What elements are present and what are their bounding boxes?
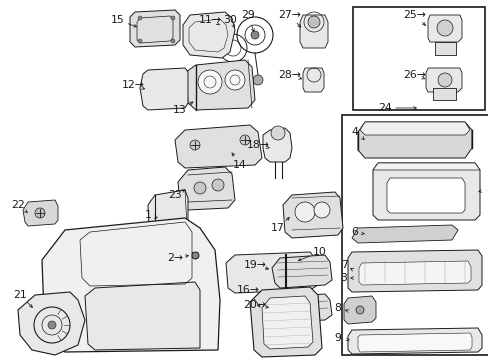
Text: 8: 8 bbox=[334, 303, 341, 313]
Polygon shape bbox=[299, 15, 327, 48]
Text: 14: 14 bbox=[233, 160, 246, 170]
Circle shape bbox=[294, 202, 314, 222]
Text: 10: 10 bbox=[312, 247, 326, 257]
Text: 22: 22 bbox=[11, 200, 25, 210]
Polygon shape bbox=[303, 68, 324, 92]
Polygon shape bbox=[183, 12, 235, 58]
Polygon shape bbox=[271, 294, 331, 322]
Polygon shape bbox=[372, 163, 479, 170]
Text: 29: 29 bbox=[241, 10, 254, 20]
Polygon shape bbox=[130, 10, 180, 47]
Polygon shape bbox=[351, 225, 457, 243]
Text: 9: 9 bbox=[334, 333, 341, 343]
Polygon shape bbox=[249, 287, 321, 357]
Polygon shape bbox=[357, 333, 471, 352]
Circle shape bbox=[48, 321, 56, 329]
Polygon shape bbox=[18, 292, 85, 355]
Polygon shape bbox=[263, 128, 291, 162]
Polygon shape bbox=[140, 68, 187, 110]
Text: 24: 24 bbox=[377, 103, 391, 113]
Polygon shape bbox=[178, 167, 235, 210]
Bar bbox=[341, 115, 488, 355]
Bar bbox=[352, 7, 484, 110]
Circle shape bbox=[224, 70, 244, 90]
Text: 5: 5 bbox=[486, 183, 488, 193]
Text: 21: 21 bbox=[13, 290, 27, 300]
Circle shape bbox=[313, 202, 329, 218]
Polygon shape bbox=[23, 200, 58, 226]
Text: 7: 7 bbox=[341, 260, 348, 270]
Circle shape bbox=[240, 135, 249, 145]
Polygon shape bbox=[283, 192, 342, 238]
Polygon shape bbox=[225, 252, 317, 293]
Circle shape bbox=[35, 208, 45, 218]
Text: 2→: 2→ bbox=[167, 253, 183, 263]
Polygon shape bbox=[343, 296, 375, 324]
Polygon shape bbox=[42, 218, 220, 352]
Circle shape bbox=[138, 39, 142, 43]
Text: 25→: 25→ bbox=[403, 10, 426, 20]
Circle shape bbox=[250, 31, 259, 39]
Polygon shape bbox=[386, 178, 464, 213]
Circle shape bbox=[270, 126, 285, 140]
Circle shape bbox=[198, 70, 222, 94]
Text: 13: 13 bbox=[173, 105, 186, 115]
Polygon shape bbox=[434, 42, 455, 55]
Text: 26→: 26→ bbox=[403, 70, 426, 80]
Circle shape bbox=[190, 140, 200, 150]
Text: 17: 17 bbox=[270, 223, 285, 233]
Polygon shape bbox=[347, 328, 481, 354]
Circle shape bbox=[355, 306, 363, 314]
Polygon shape bbox=[262, 296, 312, 349]
Circle shape bbox=[194, 182, 205, 194]
Text: 27→: 27→ bbox=[278, 10, 301, 20]
Polygon shape bbox=[347, 250, 481, 292]
Polygon shape bbox=[175, 125, 262, 168]
Text: 1: 1 bbox=[144, 210, 151, 220]
Circle shape bbox=[212, 179, 224, 191]
Text: 30: 30 bbox=[223, 15, 237, 25]
Polygon shape bbox=[432, 88, 455, 100]
Text: 28→: 28→ bbox=[278, 70, 301, 80]
Polygon shape bbox=[357, 122, 471, 158]
Circle shape bbox=[171, 39, 175, 43]
Text: 19→: 19→ bbox=[243, 260, 266, 270]
Polygon shape bbox=[85, 282, 200, 350]
Circle shape bbox=[252, 75, 263, 85]
Text: 3: 3 bbox=[340, 273, 347, 283]
Circle shape bbox=[436, 20, 452, 36]
Text: 11→: 11→ bbox=[198, 15, 221, 25]
Text: 4: 4 bbox=[351, 127, 358, 137]
Circle shape bbox=[138, 16, 142, 20]
Polygon shape bbox=[425, 68, 461, 92]
Polygon shape bbox=[372, 163, 479, 220]
Polygon shape bbox=[358, 261, 470, 285]
Text: 18→: 18→ bbox=[246, 140, 269, 150]
Polygon shape bbox=[148, 190, 187, 252]
Text: 6: 6 bbox=[351, 227, 358, 237]
Polygon shape bbox=[185, 60, 254, 110]
Polygon shape bbox=[271, 255, 331, 288]
Polygon shape bbox=[427, 15, 461, 42]
Text: 20→: 20→ bbox=[243, 300, 266, 310]
Text: 15: 15 bbox=[111, 15, 124, 25]
Text: 16→: 16→ bbox=[236, 285, 259, 295]
Circle shape bbox=[171, 16, 175, 20]
Polygon shape bbox=[359, 122, 469, 135]
Circle shape bbox=[307, 16, 319, 28]
Circle shape bbox=[437, 73, 451, 87]
Text: 23: 23 bbox=[168, 190, 182, 200]
Text: 12→: 12→ bbox=[122, 80, 144, 90]
